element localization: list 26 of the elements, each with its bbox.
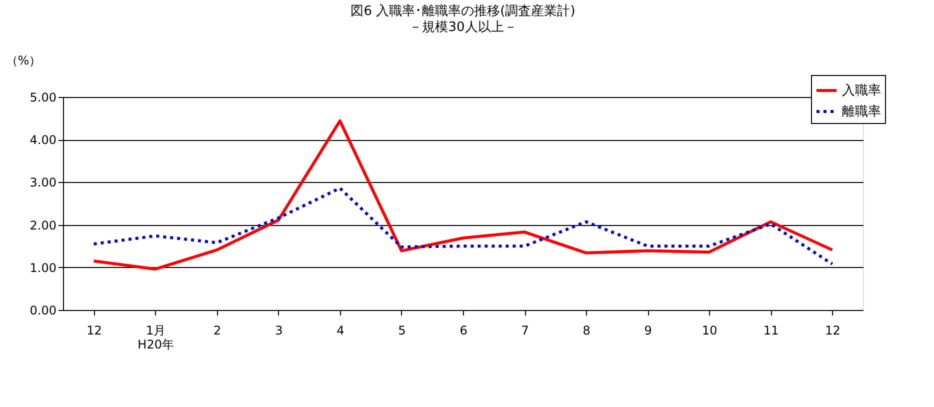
y-tick-label: 2.00 (30, 218, 56, 232)
y-axis-title: （%） (6, 54, 42, 68)
x-tick-label: 9 (644, 324, 652, 338)
x-tick-label: 10 (702, 324, 718, 338)
x-tick-label: 12 (86, 324, 102, 338)
line-series (92, 186, 834, 266)
x-tick-label: 4 (336, 324, 344, 338)
chart-title: 図6 入職率･離職率の推移(調査産業計) (350, 3, 576, 19)
y-tick-label: 3.00 (30, 176, 56, 190)
y-tick-label: 0.00 (30, 304, 56, 318)
x-tick-label: 2 (214, 324, 222, 338)
x-tick-label: 11 (764, 324, 779, 338)
x-tick-label: 7 (521, 324, 529, 338)
legend-label: 入職率 (842, 82, 881, 98)
line-series (92, 119, 834, 271)
x-tick-label: 6 (460, 324, 468, 338)
x-tick-label: 12 (825, 324, 840, 338)
x-tick-label: 1月 H20年 (138, 324, 174, 352)
legend-label: 離職率 (842, 104, 881, 120)
x-tick-label: 3 (275, 324, 283, 338)
x-tick-label: 8 (582, 324, 590, 338)
chart-subtitle: －規模30人以上－ (409, 20, 517, 35)
y-tick-label: 5.00 (30, 90, 56, 104)
y-tick-label: 1.00 (30, 260, 56, 275)
x-tick-label: 5 (398, 324, 406, 338)
y-tick-label: 4.00 (30, 133, 56, 148)
